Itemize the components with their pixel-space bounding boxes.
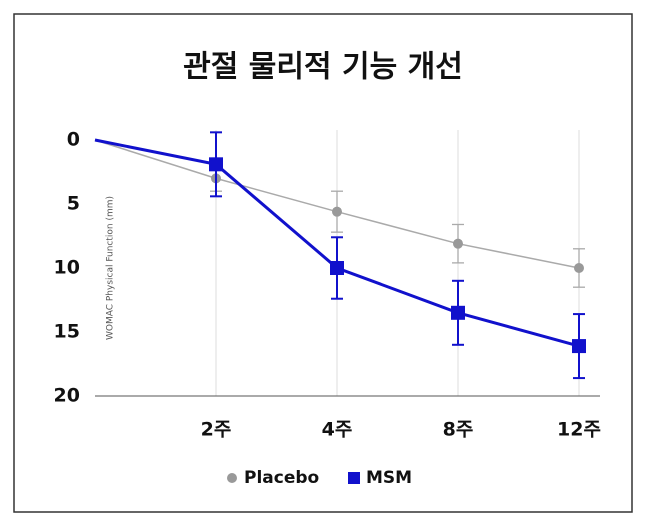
marker	[209, 157, 223, 172]
x-tick-label: 12주	[557, 419, 601, 441]
y-axis-label: WOMAC Physical Function (mm)	[106, 196, 116, 340]
marker	[572, 339, 586, 354]
chart-title: 관절 물리적 기능 개선	[183, 50, 463, 85]
legend-label: Placebo	[244, 468, 319, 488]
marker	[453, 238, 463, 249]
y-tick-label: 5	[67, 193, 80, 215]
marker	[574, 263, 584, 273]
marker	[451, 305, 465, 320]
legend-label: MSM	[366, 468, 412, 488]
legend-marker	[227, 473, 237, 483]
x-tick-label: 2주	[201, 419, 232, 441]
x-tick-label: 8주	[443, 419, 474, 441]
marker	[332, 206, 342, 217]
y-tick-label: 20	[54, 385, 80, 407]
marker	[330, 261, 344, 275]
y-tick-label: 10	[54, 257, 80, 279]
y-tick-label: 15	[54, 321, 80, 343]
legend-marker	[348, 472, 360, 484]
chart-frame	[13, 13, 633, 513]
x-tick-label: 4주	[322, 419, 353, 441]
y-tick-label: 0	[67, 129, 80, 151]
